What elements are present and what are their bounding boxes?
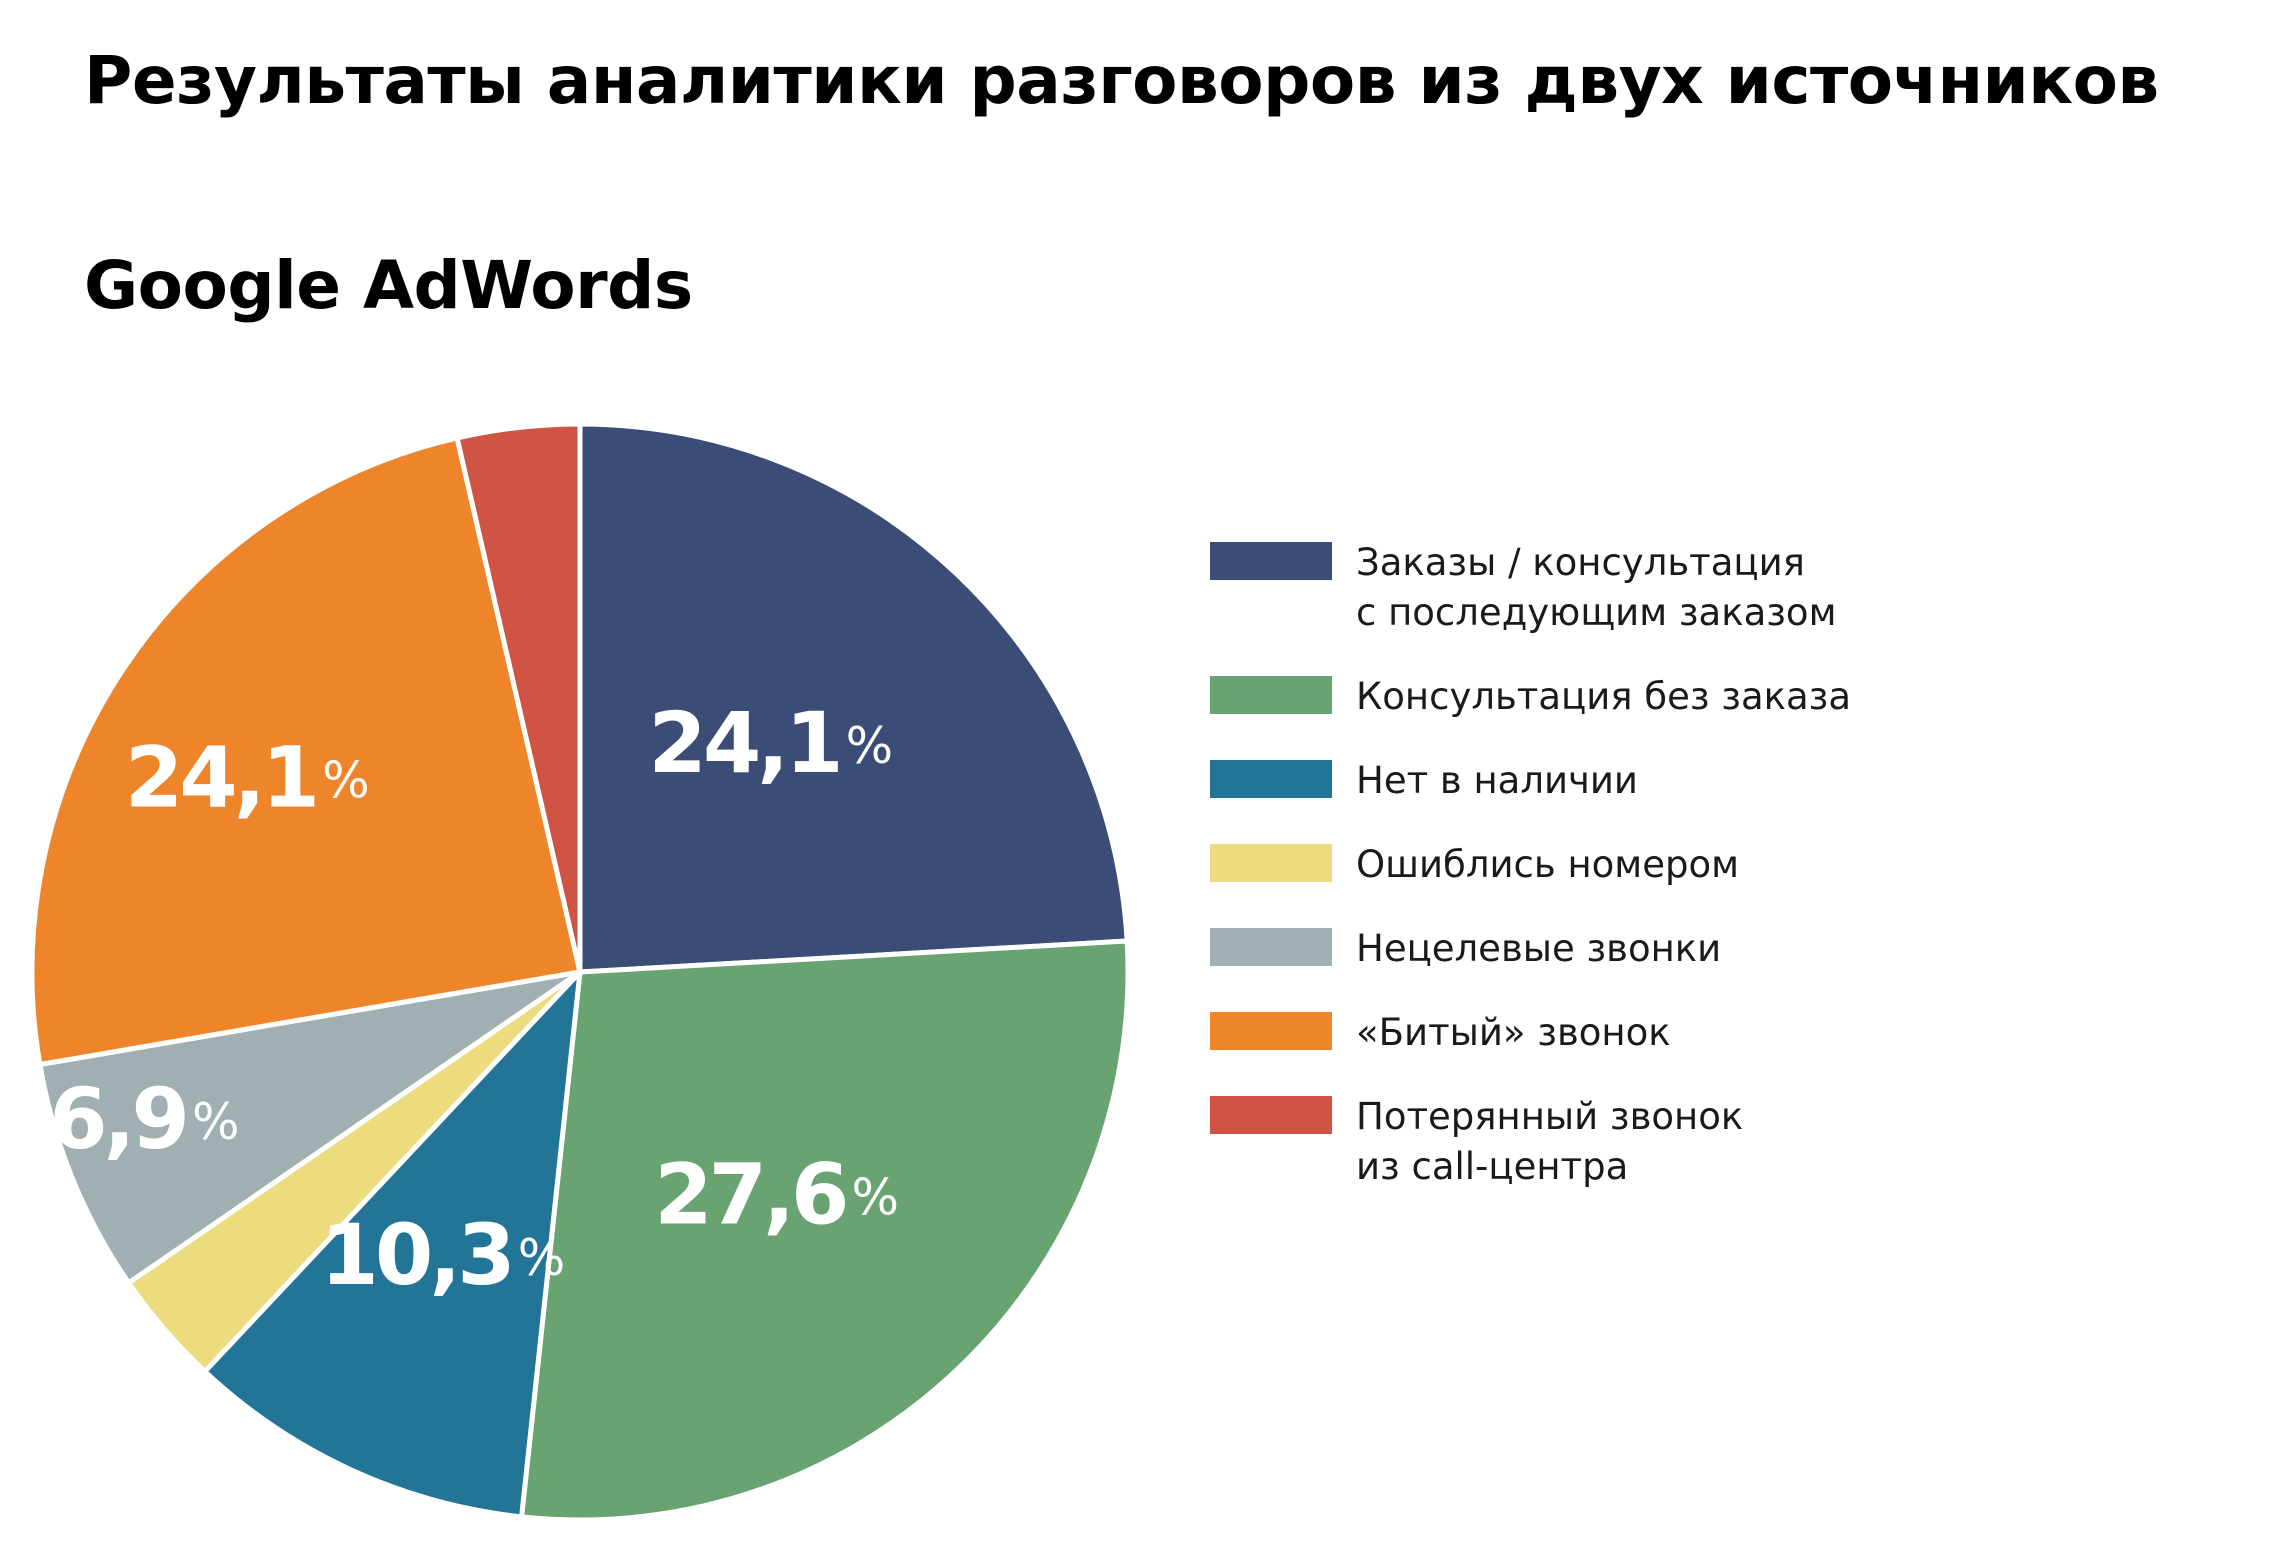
slice-value-number: 24,1 xyxy=(648,694,839,792)
legend-swatch xyxy=(1210,676,1332,714)
legend-label: «Битый» звонок xyxy=(1356,1011,1671,1054)
slice-value-percent-sign: % xyxy=(851,1168,899,1226)
chart-legend: Заказы / консультация с последующим зака… xyxy=(1210,538,2250,1226)
legend-swatch xyxy=(1210,844,1332,882)
pie-slice xyxy=(29,435,583,1068)
legend-item: Заказы / консультация с последующим зака… xyxy=(1210,538,2250,638)
slice-value-label: 6,9% xyxy=(49,1070,239,1168)
slice-value-percent-sign: % xyxy=(518,1228,566,1286)
slice-value-percent-sign: % xyxy=(322,751,370,809)
legend-label: Ошиблись номером xyxy=(1356,843,1739,886)
legend-item: Нет в наличии xyxy=(1210,756,2250,806)
page-title: Результаты аналитики разговоров из двух … xyxy=(84,42,2159,119)
legend-label: Консультация без заказа xyxy=(1356,675,1852,718)
legend-item: Нецелевые звонки xyxy=(1210,924,2250,974)
pie-slice xyxy=(577,421,1130,975)
slice-value-number: 10,3 xyxy=(320,1206,511,1304)
chart-subtitle: Google AdWords xyxy=(84,247,693,324)
legend-item: «Битый» звонок xyxy=(1210,1008,2250,1058)
legend-swatch xyxy=(1210,1012,1332,1050)
slice-value-label: 24,1% xyxy=(648,694,893,792)
slice-value-number: 27,6 xyxy=(654,1145,845,1243)
legend-label: Нецелевые звонки xyxy=(1356,927,1722,970)
legend-item: Ошиблись номером xyxy=(1210,840,2250,890)
slice-value-label: 10,3% xyxy=(320,1206,565,1304)
pie-slice xyxy=(454,421,583,975)
slice-value-number: 24,1 xyxy=(125,729,316,827)
legend-swatch xyxy=(1210,542,1332,580)
slice-value-number: 6,9 xyxy=(49,1070,186,1168)
legend-item: Консультация без заказа xyxy=(1210,672,2250,722)
legend-swatch xyxy=(1210,1096,1332,1134)
legend-label: Нет в наличии xyxy=(1356,759,1638,802)
pie-slice xyxy=(37,969,583,1286)
legend-swatch xyxy=(1210,928,1332,966)
legend-label: Заказы / консультация с последующим зака… xyxy=(1356,541,1837,634)
slice-value-percent-sign: % xyxy=(846,716,894,774)
slice-value-label: 27,6% xyxy=(654,1145,899,1243)
legend-item: Потерянный звонок из call-центра xyxy=(1210,1092,2250,1192)
pie-slice xyxy=(202,969,583,1520)
legend-label: Потерянный звонок из call-центра xyxy=(1356,1095,1744,1188)
slice-value-label: 24,1% xyxy=(125,729,370,827)
slice-value-percent-sign: % xyxy=(192,1092,240,1150)
legend-swatch xyxy=(1210,760,1332,798)
pie-chart: 24,1 %27,6 %10,3 %6,9 %24,1% xyxy=(29,421,1131,1523)
pie-slice xyxy=(519,938,1131,1523)
